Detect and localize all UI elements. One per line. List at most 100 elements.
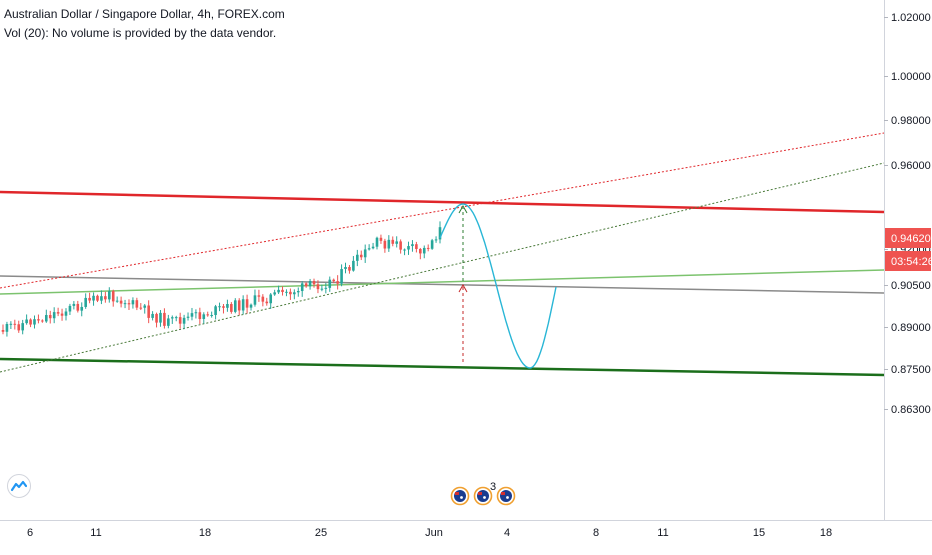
event-marker[interactable]: 3 bbox=[473, 481, 497, 506]
bar-countdown-label: 03:54:26 bbox=[891, 256, 932, 268]
candle-body bbox=[348, 267, 351, 271]
candle-body bbox=[143, 305, 147, 308]
candle-body bbox=[123, 303, 127, 305]
candle-body bbox=[324, 287, 328, 289]
countdown-badge bbox=[885, 251, 931, 271]
price-tick-label: 0.98000 bbox=[891, 115, 931, 127]
candle-body bbox=[52, 312, 56, 319]
candle-body bbox=[285, 291, 288, 293]
candle-body bbox=[119, 300, 123, 304]
flag-star bbox=[506, 496, 509, 499]
candle-body bbox=[151, 313, 154, 318]
candle-body bbox=[218, 306, 221, 308]
projection-layer bbox=[439, 203, 557, 369]
time-tick-label: 11 bbox=[657, 527, 668, 539]
candle-body bbox=[359, 254, 363, 258]
candle-body bbox=[237, 300, 241, 311]
last-price-label: 0.94620 bbox=[891, 233, 931, 245]
candle-body bbox=[131, 300, 135, 305]
candle-body bbox=[80, 306, 84, 311]
price-tick-label: 0.96000 bbox=[891, 160, 931, 172]
candles-layer bbox=[1, 221, 442, 337]
candle-body bbox=[289, 291, 292, 295]
price-tick-label: 0.89000 bbox=[891, 322, 931, 334]
upper-trend-dotted-line bbox=[0, 132, 885, 289]
candle-body bbox=[84, 297, 87, 307]
candle-body bbox=[182, 317, 186, 324]
candle-body bbox=[88, 297, 91, 301]
time-tick-label: 4 bbox=[504, 527, 510, 539]
price-tick-label: 0.90500 bbox=[891, 280, 931, 292]
candle-body bbox=[296, 291, 300, 293]
candle-body bbox=[5, 323, 9, 332]
candle-body bbox=[269, 294, 273, 304]
candle-body bbox=[33, 319, 36, 325]
candle-body bbox=[277, 289, 280, 293]
event-marker[interactable] bbox=[450, 486, 470, 506]
candle-body bbox=[371, 246, 375, 249]
candle-body bbox=[387, 239, 391, 249]
au-flag-icon bbox=[500, 490, 512, 502]
candle-body bbox=[21, 323, 24, 331]
candle-body bbox=[167, 318, 170, 326]
candle-body bbox=[45, 315, 48, 322]
price-axis[interactable]: 1.020001.000000.980000.960000.920000.905… bbox=[884, 0, 932, 550]
candle-body bbox=[163, 312, 166, 326]
volume-indicator-note: Vol (20): No volume is provided by the d… bbox=[4, 26, 277, 40]
candle-body bbox=[340, 269, 343, 284]
candle-body bbox=[159, 312, 162, 323]
candle-body bbox=[214, 306, 217, 316]
time-axis[interactable]: 6 11 18 25 Jun 4 8 11 15 18 bbox=[0, 520, 932, 540]
candle-body bbox=[107, 291, 111, 300]
candle-body bbox=[320, 288, 324, 290]
event-marker[interactable] bbox=[496, 486, 516, 506]
price-tick-label: 1.00000 bbox=[891, 71, 931, 83]
time-tick-label: 18 bbox=[199, 527, 211, 539]
candle-body bbox=[430, 240, 434, 249]
price-axis-bg bbox=[884, 0, 932, 550]
candle-body bbox=[115, 300, 119, 302]
candle-body bbox=[135, 300, 139, 308]
candle-body bbox=[96, 295, 99, 301]
candle-body bbox=[403, 249, 406, 251]
candle-body bbox=[379, 237, 383, 241]
au-flag-icon bbox=[454, 490, 466, 502]
candle-body bbox=[155, 313, 158, 323]
candle-body bbox=[273, 292, 276, 295]
tradingview-logo[interactable] bbox=[7, 474, 31, 498]
candle-body bbox=[293, 292, 296, 295]
candle-body bbox=[356, 254, 359, 261]
candle-body bbox=[230, 304, 233, 312]
candle-body bbox=[304, 283, 308, 287]
candle-body bbox=[9, 323, 13, 325]
resistance-line bbox=[0, 190, 885, 214]
candle-body bbox=[127, 303, 131, 305]
candle-body bbox=[363, 249, 367, 258]
candle-body bbox=[202, 314, 206, 319]
candle-body bbox=[194, 312, 198, 314]
candle-body bbox=[72, 303, 76, 306]
candle-body bbox=[411, 244, 414, 247]
time-tick-label: 8 bbox=[593, 527, 599, 539]
arrow-up-icon bbox=[458, 283, 468, 293]
price-tick-label: 0.87500 bbox=[891, 364, 931, 376]
candle-body bbox=[395, 241, 398, 244]
candle-body bbox=[233, 300, 237, 312]
logo-icon bbox=[11, 480, 27, 492]
candle-body bbox=[170, 317, 174, 319]
candle-body bbox=[241, 299, 245, 311]
candle-body bbox=[265, 301, 269, 304]
candle-body bbox=[92, 295, 95, 301]
candle-body bbox=[60, 313, 64, 316]
time-tick-label: 18 bbox=[820, 527, 832, 539]
candle-body bbox=[316, 284, 320, 290]
candle-body bbox=[139, 307, 143, 309]
lower-trend-dotted-line bbox=[0, 162, 885, 373]
candle-body bbox=[407, 246, 410, 250]
candle-body bbox=[17, 324, 21, 331]
candle-body bbox=[48, 315, 52, 319]
flag-canton bbox=[455, 492, 459, 495]
flag-star bbox=[460, 496, 463, 499]
